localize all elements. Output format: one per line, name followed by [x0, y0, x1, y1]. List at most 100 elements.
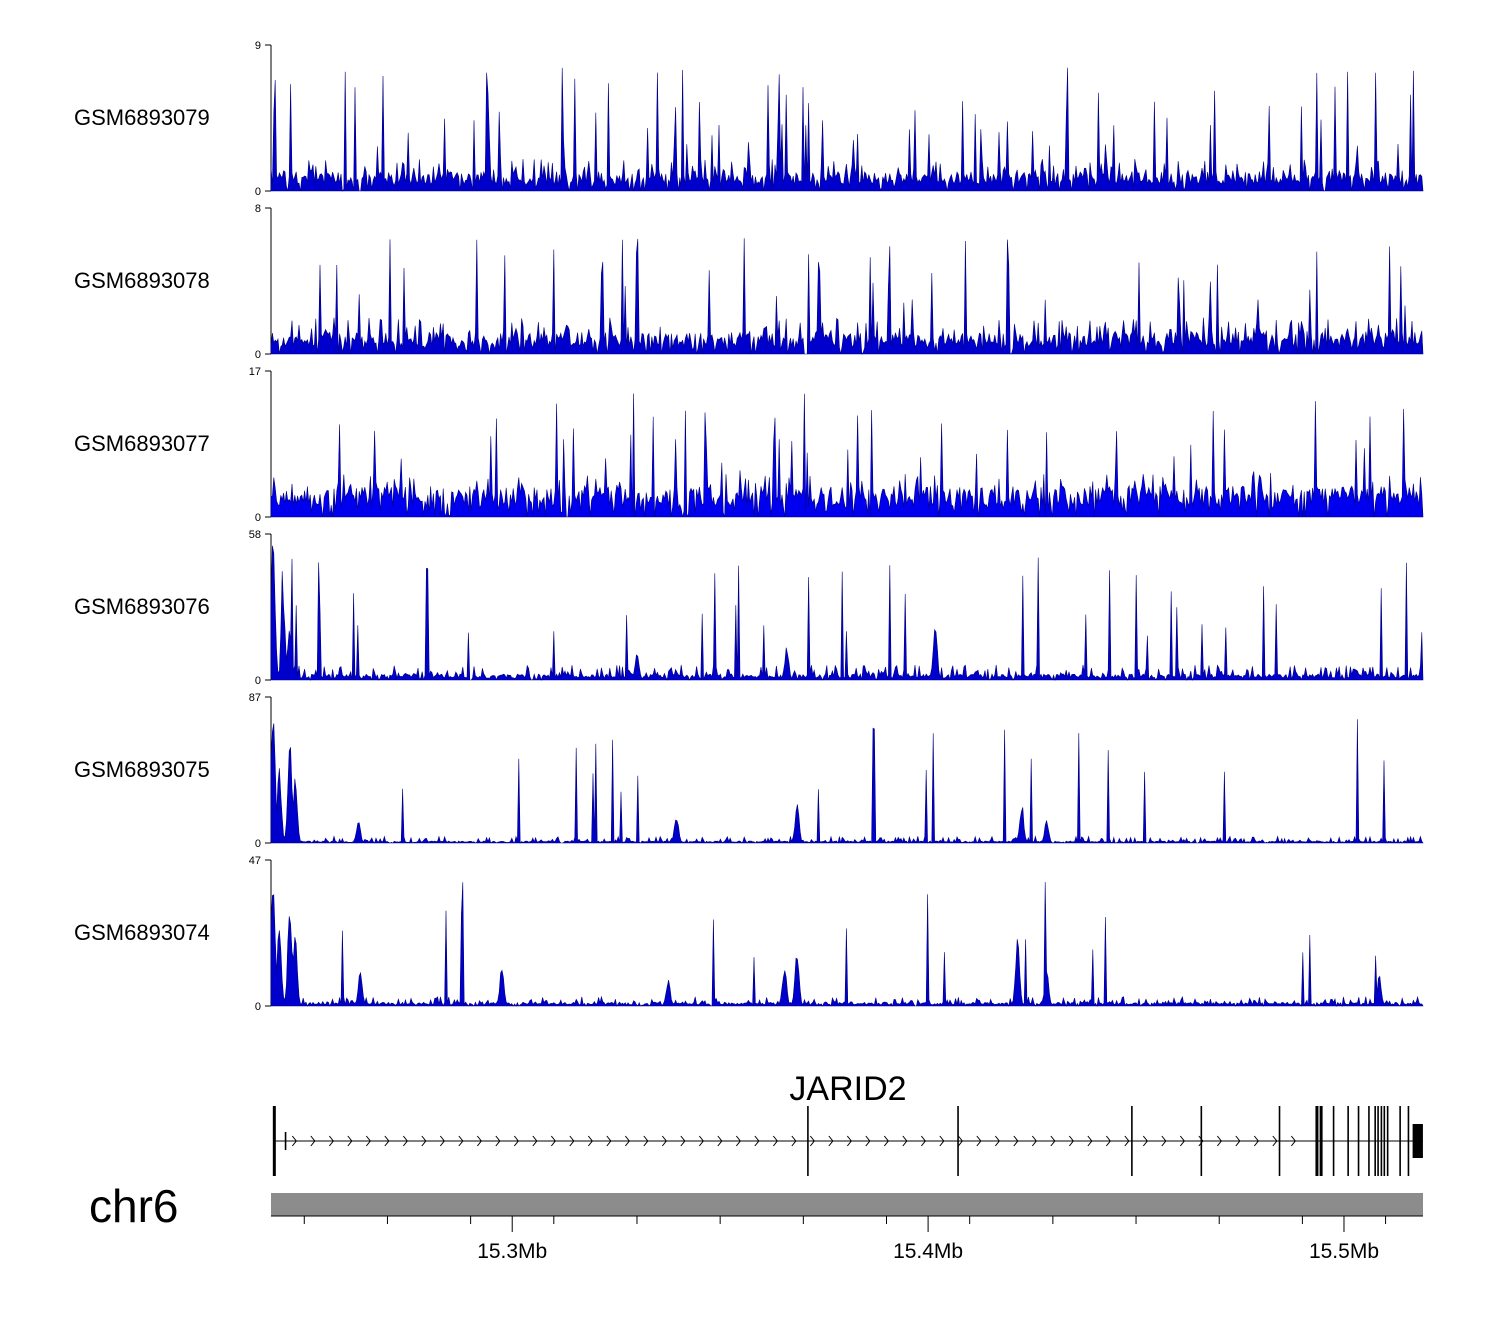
strand-arrow: [865, 1135, 871, 1147]
track-label: GSM6893076: [74, 594, 210, 619]
chromosome-bar: [271, 1193, 1423, 1216]
strand-arrow: [495, 1135, 501, 1147]
exon: [1347, 1106, 1349, 1176]
exon: [1368, 1106, 1370, 1176]
strand-arrow: [1142, 1135, 1148, 1147]
exon: [1399, 1106, 1401, 1176]
strand-arrow: [384, 1135, 390, 1147]
strand-arrow: [365, 1135, 371, 1147]
signal-area: [270, 545, 1424, 682]
track-label: GSM6893077: [74, 431, 210, 456]
y-tick-label-max: 87: [249, 692, 261, 704]
strand-arrow: [291, 1135, 297, 1147]
strand-arrow: [698, 1135, 704, 1147]
exon: [1374, 1106, 1376, 1176]
last-exon: [1412, 1124, 1423, 1158]
signal-area: [270, 719, 1424, 844]
exon: [1200, 1106, 1203, 1176]
strand-arrow: [439, 1135, 445, 1147]
strand-arrow: [735, 1135, 741, 1147]
strand-arrow: [1087, 1135, 1093, 1147]
exon: [1278, 1106, 1281, 1176]
strand-arrow: [643, 1135, 649, 1147]
strand-arrow: [1198, 1135, 1204, 1147]
exon: [284, 1132, 287, 1150]
track-label: GSM6893079: [74, 105, 210, 130]
strand-arrow: [661, 1135, 667, 1147]
exon: [1380, 1106, 1383, 1176]
exon: [272, 1106, 276, 1176]
strand-arrow: [717, 1135, 723, 1147]
y-tick-label-max: 17: [249, 366, 261, 378]
exon: [1383, 1106, 1386, 1176]
track-GSM6893077: GSM6893077 17 0: [74, 366, 1424, 524]
track-GSM6893076: GSM6893076 58 0: [74, 529, 1424, 687]
strand-arrow: [1253, 1135, 1259, 1147]
y-tick-label-min: 0: [255, 675, 261, 687]
track-label: GSM6893078: [74, 268, 210, 293]
strand-arrow: [421, 1135, 427, 1147]
signal-area: [270, 882, 1424, 1008]
strand-arrow: [994, 1135, 1000, 1147]
strand-arrow: [1013, 1135, 1019, 1147]
strand-arrow: [532, 1135, 538, 1147]
signal-area: [270, 67, 1424, 192]
y-tick-label-max: 47: [249, 855, 261, 867]
strand-arrow: [754, 1135, 760, 1147]
strand-arrow: [513, 1135, 519, 1147]
strand-arrow: [1124, 1135, 1130, 1147]
y-tick-label-min: 0: [255, 349, 261, 361]
track-GSM6893079: GSM6893079 9 0: [74, 40, 1424, 198]
x-tick-label: 15.5Mb: [1309, 1240, 1379, 1263]
exon: [807, 1106, 809, 1176]
exon: [1357, 1106, 1360, 1176]
strand-arrow: [976, 1135, 982, 1147]
y-tick-label-min: 0: [255, 512, 261, 524]
strand-arrow: [606, 1135, 612, 1147]
x-tick-label: 15.4Mb: [893, 1240, 963, 1263]
strand-arrow: [680, 1135, 686, 1147]
strand-arrow: [883, 1135, 889, 1147]
strand-arrow: [476, 1135, 482, 1147]
strand-arrow: [328, 1135, 334, 1147]
strand-arrow: [1068, 1135, 1074, 1147]
strand-arrow: [458, 1135, 464, 1147]
strand-arrow: [846, 1135, 852, 1147]
signal-area: [270, 393, 1424, 518]
track-GSM6893075: GSM6893075 87 0: [74, 692, 1424, 850]
y-tick-label-min: 0: [255, 186, 261, 198]
strand-arrow: [1235, 1135, 1241, 1147]
exon: [1332, 1106, 1335, 1176]
y-tick-label-max: 58: [249, 529, 261, 541]
strand-arrow: [1031, 1135, 1037, 1147]
strand-arrow: [1105, 1135, 1111, 1147]
gene-name-label: JARID2: [789, 1070, 906, 1108]
exon: [1131, 1106, 1133, 1176]
x-tick-label: 15.3Mb: [477, 1240, 547, 1263]
strand-arrow: [624, 1135, 630, 1147]
strand-arrow: [828, 1135, 834, 1147]
strand-arrow: [1216, 1135, 1222, 1147]
strand-arrow: [310, 1135, 316, 1147]
strand-arrow: [1290, 1135, 1296, 1147]
track-GSM6893078: GSM6893078 8 0: [74, 203, 1424, 361]
y-tick-label-max: 9: [255, 40, 261, 52]
strand-arrow: [902, 1135, 908, 1147]
y-tick-label-min: 0: [255, 838, 261, 850]
strand-arrow: [1272, 1135, 1278, 1147]
chromosome-axis: chr6 15.3Mb 15.4Mb 15.5Mb: [89, 1180, 1423, 1263]
exon: [957, 1106, 959, 1176]
strand-arrow: [1179, 1135, 1185, 1147]
chromosome-label: chr6: [89, 1180, 178, 1232]
y-tick-label-max: 8: [255, 203, 261, 215]
exon: [1386, 1106, 1389, 1176]
y-tick-label-min: 0: [255, 1001, 261, 1013]
strand-arrow: [347, 1135, 353, 1147]
strand-arrow: [1161, 1135, 1167, 1147]
strand-arrow: [809, 1135, 815, 1147]
strand-arrow: [920, 1135, 926, 1147]
strand-arrow: [587, 1135, 593, 1147]
gene-annotation-track: JARID2: [272, 1070, 1423, 1176]
track-label: GSM6893075: [74, 757, 210, 782]
